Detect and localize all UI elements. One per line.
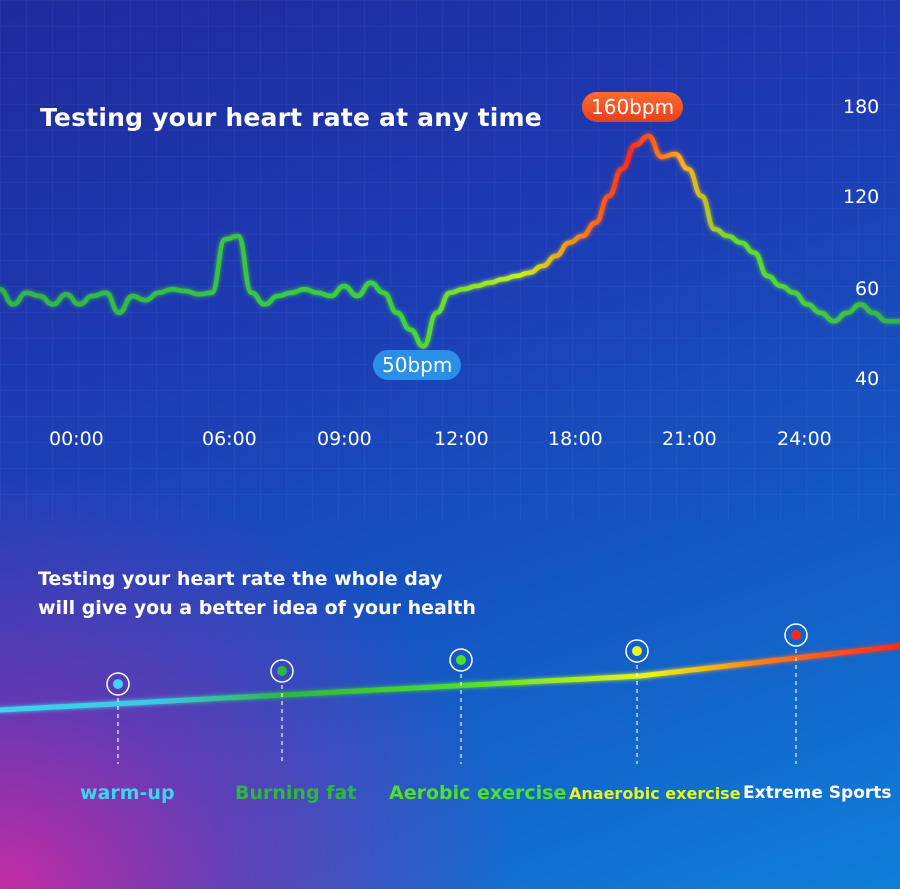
zone-label-anaerobic-exercise: Anaerobic exercise xyxy=(569,784,741,803)
zone-marker-dot xyxy=(277,666,287,676)
x-tick-label: 00:00 xyxy=(49,428,104,450)
heart-rate-chart xyxy=(0,133,900,349)
x-tick-label: 09:00 xyxy=(317,428,372,450)
zone-marker-ring xyxy=(106,672,130,696)
zone-marker-ring xyxy=(449,648,473,672)
y-tick-label: 40 xyxy=(855,368,880,390)
zone-label-extreme-sports: Extreme Sports xyxy=(743,783,892,803)
peak-annotation-badge: 160bpm xyxy=(582,92,684,122)
zone-label-aerobic-exercise: Aerobic exercise xyxy=(389,782,567,804)
zone-curve xyxy=(0,623,900,764)
x-tick-label: 24:00 xyxy=(777,428,832,450)
zone-marker-dot xyxy=(456,655,466,665)
x-tick-label: 12:00 xyxy=(434,428,489,450)
zone-marker-ring xyxy=(625,639,649,663)
zone-label-warm-up: warm-up xyxy=(80,782,175,804)
x-tick-label: 21:00 xyxy=(662,428,717,450)
low-annotation-badge: 50bpm xyxy=(373,350,462,380)
zone-gradient-line xyxy=(0,643,900,713)
subtitle: Testing your heart rate the whole day wi… xyxy=(38,565,476,623)
y-tick-label: 120 xyxy=(843,186,880,208)
zone-label-burning-fat: Burning fat xyxy=(235,782,357,804)
zone-marker-ring xyxy=(784,623,808,647)
heart-rate-series-line xyxy=(0,133,900,349)
zone-marker-dot xyxy=(632,646,642,656)
x-tick-label: 06:00 xyxy=(202,428,257,450)
subtitle-line: Testing your heart rate the whole day xyxy=(38,568,443,590)
subtitle-line: will give you a better idea of your heal… xyxy=(38,597,476,619)
chart-title: Testing your heart rate at any time xyxy=(40,103,542,132)
zone-marker-dot xyxy=(791,630,801,640)
y-tick-label: 60 xyxy=(855,278,880,300)
zone-marker-dot xyxy=(113,679,123,689)
y-tick-label: 180 xyxy=(843,96,880,118)
zone-marker-ring xyxy=(270,659,294,683)
x-tick-label: 18:00 xyxy=(548,428,603,450)
